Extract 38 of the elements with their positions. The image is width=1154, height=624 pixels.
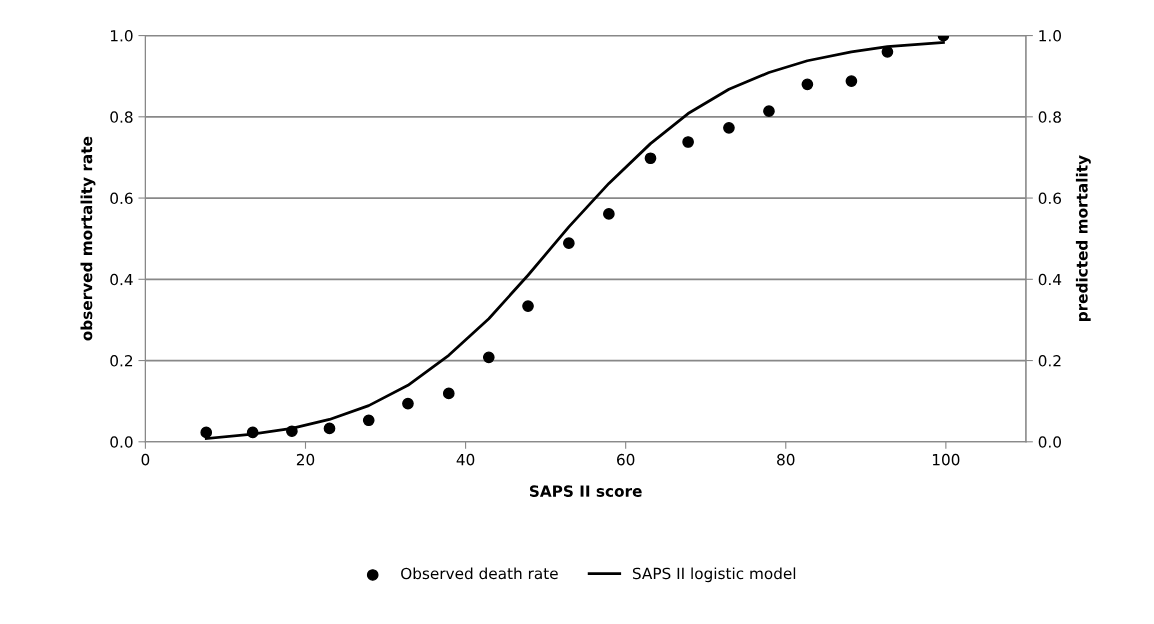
y-tick-label: 0.8 <box>110 111 133 123</box>
point <box>522 300 534 312</box>
x-tick-label: 80 <box>777 453 795 466</box>
y-tick-label: 0.4 <box>110 273 133 286</box>
y-tick-label: 0.2 <box>110 355 133 367</box>
y2-tick-label: 0.6 <box>1038 192 1062 205</box>
x-tick-label: 0 <box>141 453 150 466</box>
y-axis-title: observed mortality rate <box>80 136 96 341</box>
point <box>200 426 213 439</box>
x-tick-label: 60 <box>617 453 635 466</box>
x-tick-label: 100 <box>932 453 960 466</box>
y2-tick-label: 0.0 <box>1038 436 1061 448</box>
y2-tick-label: 0.2 <box>1038 355 1061 367</box>
y-tick-label: 1.0 <box>110 30 133 42</box>
point <box>763 105 775 117</box>
point <box>563 237 575 249</box>
point <box>603 208 615 220</box>
y-tick-label: 0.6 <box>110 192 133 205</box>
point <box>845 75 858 87</box>
x-axis-title: SAPS II score <box>529 485 642 497</box>
point <box>644 152 657 165</box>
y2-tick-label: 0.8 <box>1038 111 1061 123</box>
legend-label: SAPS II logistic model <box>632 567 796 583</box>
y-tick-label: 0.0 <box>110 436 133 448</box>
point <box>682 136 694 148</box>
point <box>482 351 495 364</box>
legend-label: Observed death rate <box>401 567 558 580</box>
point <box>801 78 814 91</box>
x-tick-label: 20 <box>296 453 315 466</box>
point <box>362 414 375 427</box>
y2-axis-title: predicted mortality <box>1075 155 1091 322</box>
point <box>402 397 414 410</box>
point <box>723 121 735 134</box>
y2-tick-label: 0.4 <box>1038 273 1062 286</box>
x-tick-label: 40 <box>456 453 475 466</box>
y2-tick-label: 1.0 <box>1039 30 1061 42</box>
point <box>442 387 455 400</box>
point <box>323 422 336 435</box>
